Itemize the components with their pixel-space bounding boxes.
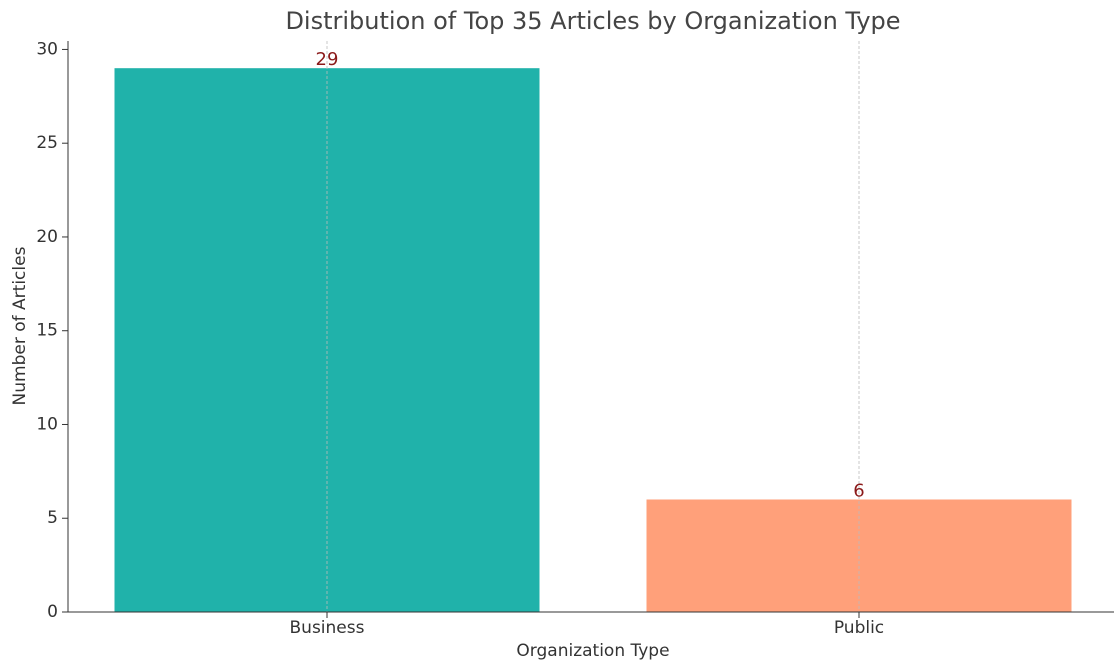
bar	[114, 68, 540, 612]
value-label: 29	[316, 49, 339, 70]
y-tick-label: 20	[36, 227, 58, 247]
y-tick-label: 30	[36, 39, 58, 59]
chart-title: Distribution of Top 35 Articles by Organ…	[285, 7, 900, 35]
x-axis-label: Organization Type	[516, 641, 669, 661]
y-tick-label: 25	[36, 133, 58, 153]
y-axis-label: Number of Articles	[10, 246, 30, 405]
value-label: 6	[853, 480, 864, 501]
x-tick-label: Public	[834, 618, 884, 638]
x-tick-label: Business	[290, 618, 365, 638]
y-tick-label: 15	[36, 321, 58, 341]
y-tick-label: 10	[36, 414, 58, 434]
y-tick-label: 5	[47, 508, 58, 528]
y-tick-label: 0	[47, 602, 58, 622]
